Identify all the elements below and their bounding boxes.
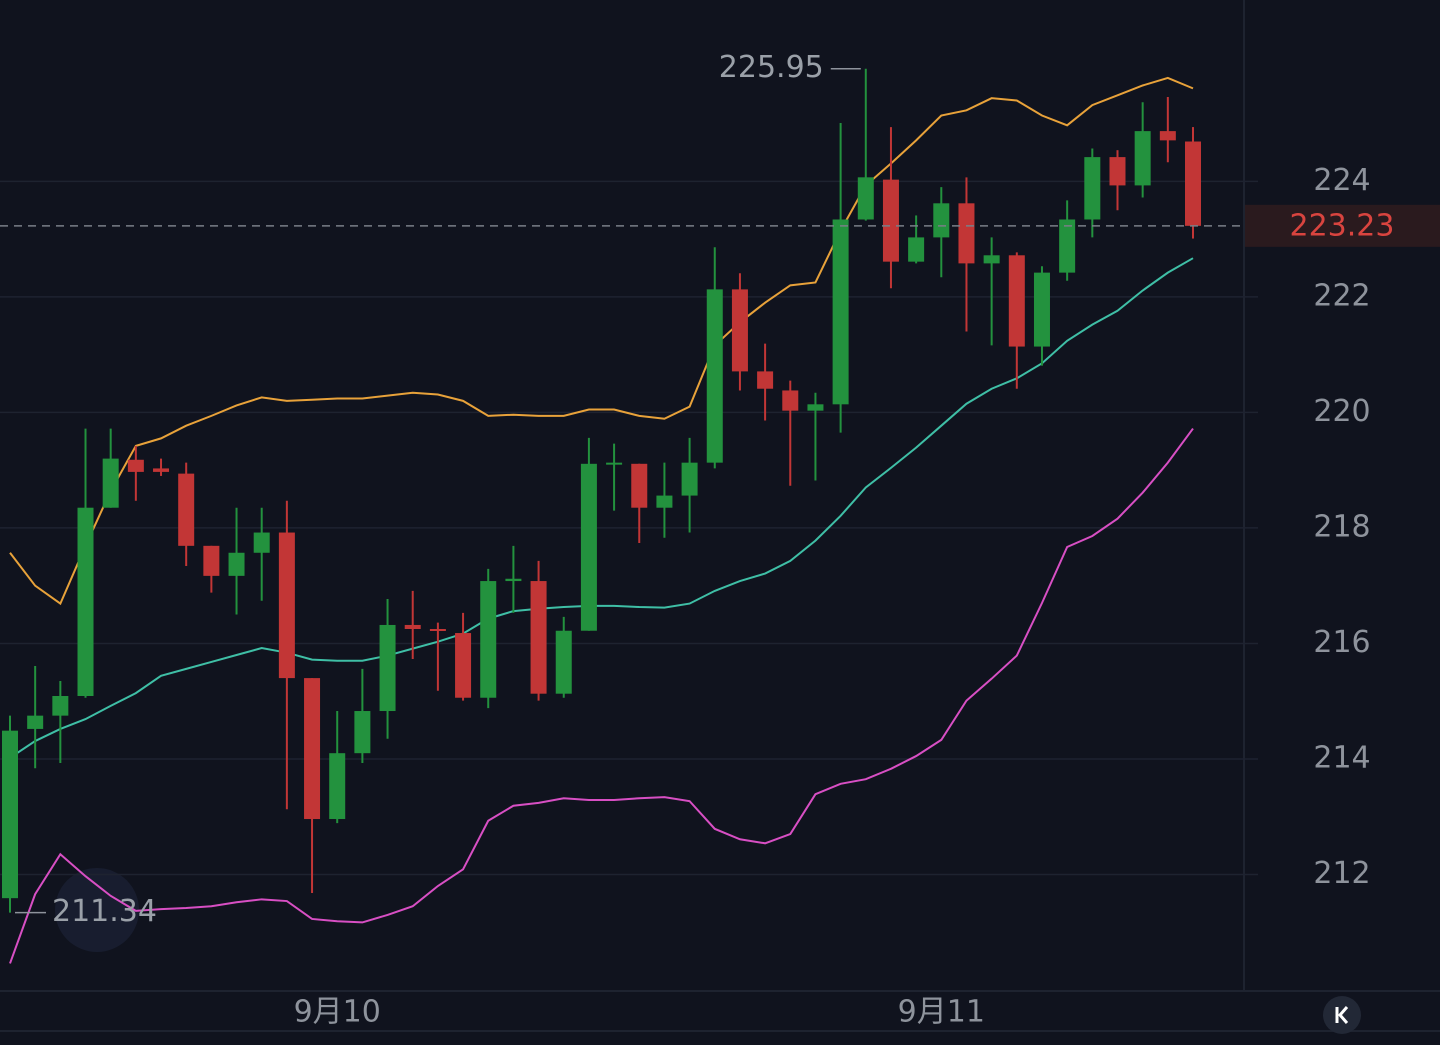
floating-icon[interactable]	[55, 868, 139, 952]
candle-body	[1134, 131, 1151, 186]
candle-body	[429, 629, 446, 632]
candle-body	[832, 219, 849, 405]
candle-body	[354, 711, 371, 754]
candle-body	[1059, 219, 1076, 273]
candle-body	[1159, 131, 1176, 141]
candle-body	[706, 289, 723, 463]
candle-body	[782, 390, 799, 411]
candle-body	[555, 630, 572, 694]
y-tick-label: 218	[1313, 509, 1370, 544]
y-tick-label: 220	[1313, 394, 1370, 429]
candle-body	[530, 581, 547, 694]
high-annotation: 225.95	[719, 50, 824, 85]
y-tick-label: 212	[1313, 856, 1370, 891]
candle-body	[253, 532, 270, 553]
candle-body	[933, 203, 950, 238]
candle-body	[606, 462, 623, 465]
y-tick-label: 224	[1313, 163, 1370, 198]
last-price-label: 223.23	[1290, 208, 1395, 243]
candle-body	[882, 179, 899, 262]
candle-body	[757, 371, 774, 389]
y-tick-label: 214	[1313, 740, 1370, 775]
candle-body	[178, 473, 195, 546]
band-line	[9, 427, 1194, 964]
button-icon	[1335, 1006, 1349, 1024]
candle-body	[1033, 272, 1050, 347]
candle-body	[102, 458, 119, 508]
candle-body	[304, 678, 321, 820]
candle-body	[857, 177, 874, 220]
y-tick-label: 216	[1313, 625, 1370, 660]
candle-body	[203, 545, 220, 576]
band-line	[9, 76, 1194, 606]
y-tick-label: 222	[1313, 278, 1370, 313]
candle-body	[731, 289, 748, 372]
candle-body	[631, 463, 648, 508]
candle-body	[580, 463, 597, 631]
x-tick-label: 9月10	[294, 995, 381, 1030]
candle-body	[656, 495, 673, 508]
candle-body	[807, 404, 824, 411]
last-price-box	[1245, 204, 1440, 247]
candle-body	[1185, 141, 1201, 226]
candle-body	[958, 203, 975, 264]
candle-body	[379, 624, 396, 712]
candle-body	[278, 532, 295, 679]
candle-body	[1109, 157, 1126, 186]
candle-body	[77, 507, 94, 697]
candle-body	[2, 730, 18, 899]
candle-body	[228, 552, 245, 576]
candle-body	[505, 578, 522, 582]
candle-body	[983, 255, 1000, 264]
low-annotation: 211.34	[52, 894, 157, 929]
candle-body	[153, 468, 170, 472]
candle-body	[455, 633, 472, 698]
x-tick-label: 9月11	[898, 995, 985, 1030]
candle-body	[52, 696, 69, 716]
candle-body	[681, 462, 698, 496]
candle-body	[480, 581, 497, 698]
candle-body	[1008, 255, 1025, 347]
candle-body	[127, 459, 144, 472]
candle-body	[1084, 157, 1101, 220]
candle-body	[27, 715, 44, 729]
button-bg[interactable]	[1323, 996, 1361, 1034]
candle-body	[908, 237, 925, 262]
band-line	[9, 257, 1194, 759]
candle-body	[404, 624, 421, 630]
collapse-button[interactable]	[1323, 996, 1361, 1034]
candle-body	[329, 753, 346, 820]
